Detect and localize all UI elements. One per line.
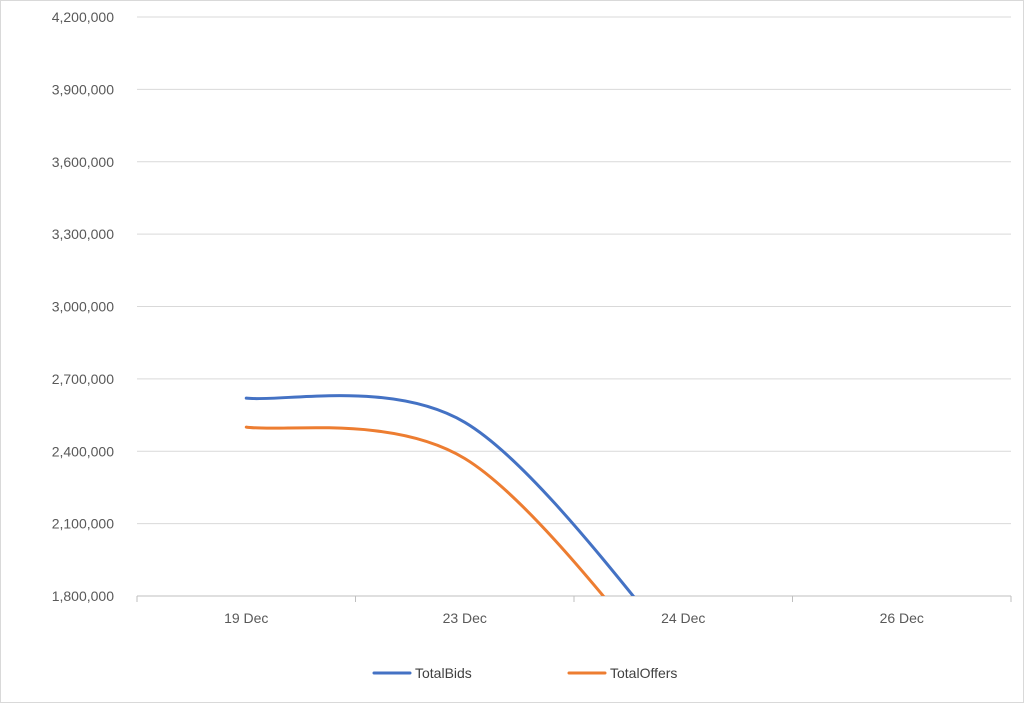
y-tick-label: 2,100,000 (52, 516, 114, 532)
x-tick-label: 26 Dec (880, 610, 924, 626)
y-tick-label: 3,600,000 (52, 154, 114, 170)
x-axis-tick-labels: 19 Dec 23 Dec 24 Dec 26 Dec (224, 610, 924, 626)
y-tick-label: 3,000,000 (52, 299, 114, 315)
x-tick-label: 19 Dec (224, 610, 268, 626)
x-tick-label: 23 Dec (443, 610, 487, 626)
series-line-totaloffers (246, 427, 683, 692)
y-tick-label: 1,800,000 (52, 588, 114, 604)
legend: TotalBids TotalOffers (374, 665, 677, 681)
legend-label: TotalOffers (610, 665, 677, 681)
y-tick-label: 4,200,000 (52, 9, 114, 25)
legend-label: TotalBids (415, 665, 472, 681)
y-tick-label: 3,900,000 (52, 81, 114, 97)
y-tick-label: 2,400,000 (52, 443, 114, 459)
series-lines (246, 396, 683, 693)
y-axis-tick-labels: 1,800,000 2,100,000 2,400,000 2,700,000 3,00… (52, 9, 114, 604)
x-axis (137, 596, 1011, 602)
y-tick-label: 3,300,000 (52, 226, 114, 242)
y-tick-label: 2,700,000 (52, 371, 114, 387)
x-tick-label: 24 Dec (661, 610, 705, 626)
gridlines (137, 17, 1011, 524)
